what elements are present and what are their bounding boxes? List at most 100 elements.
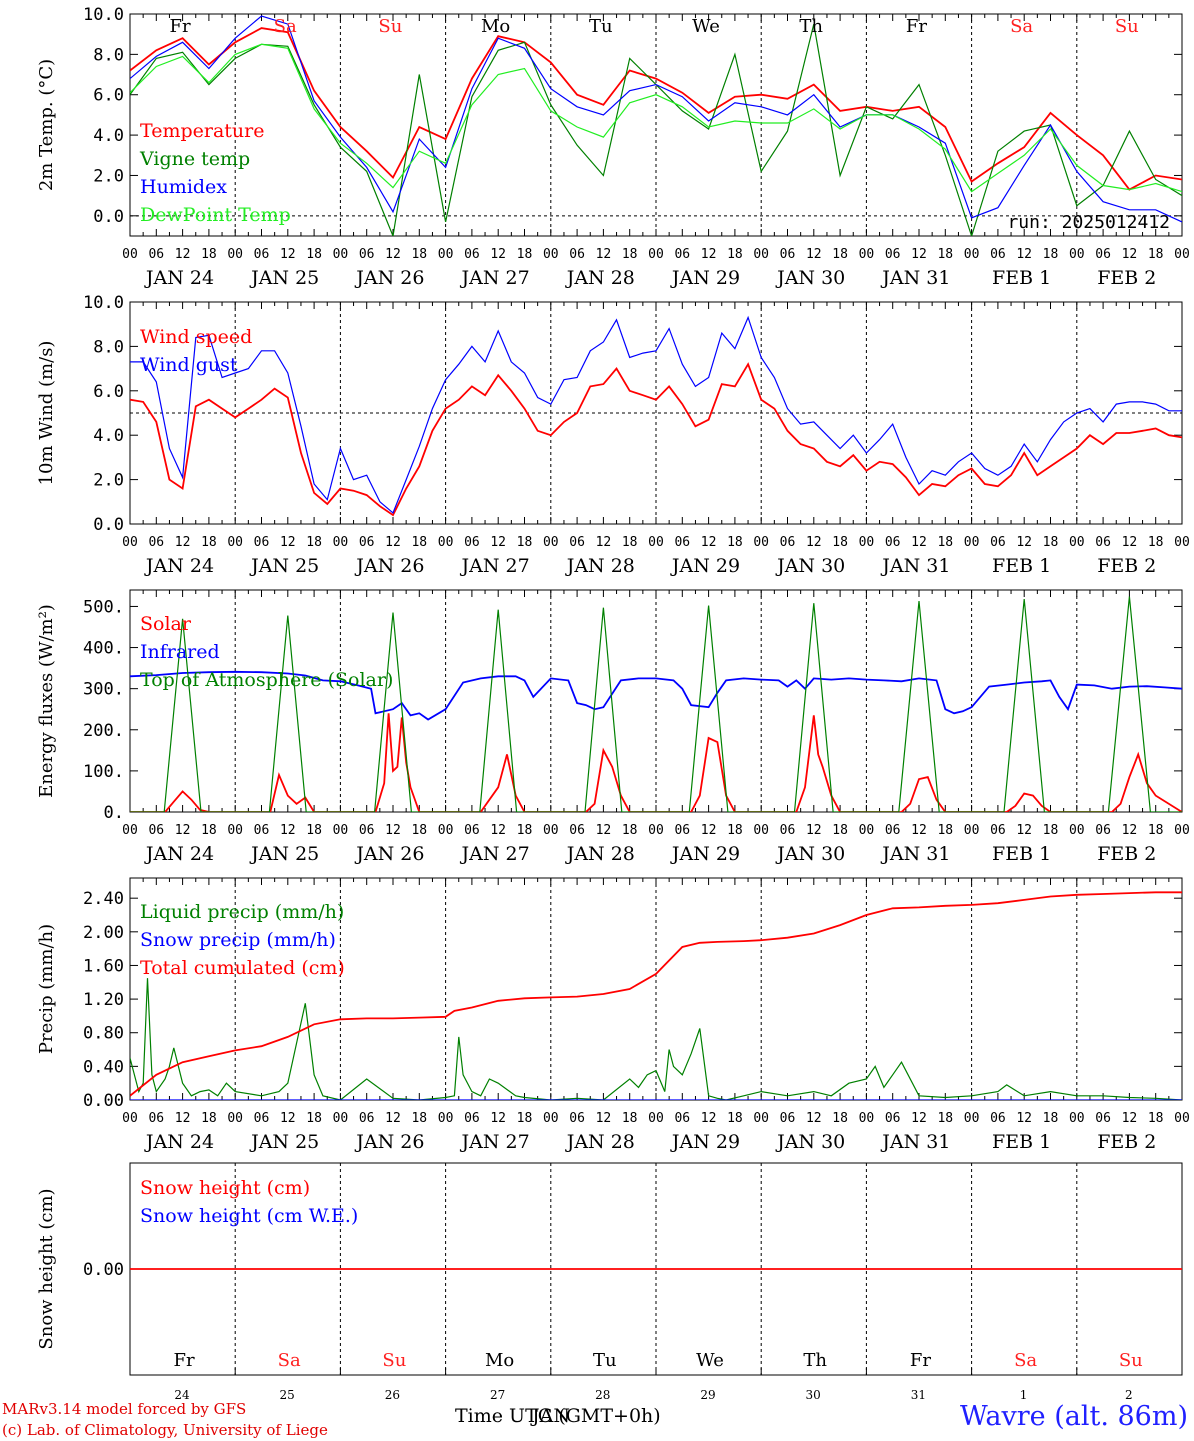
- hour-tick-label: 06: [148, 823, 164, 838]
- hour-tick-label: 12: [175, 823, 191, 838]
- hour-tick-label: 06: [569, 535, 585, 550]
- series-line-wind-gust: [130, 315, 1182, 514]
- series-line-infrared: [130, 670, 1182, 721]
- hour-tick-label: 12: [1122, 823, 1138, 838]
- day-number-label: 30: [806, 1388, 821, 1402]
- hour-tick-label: 00: [859, 1111, 875, 1126]
- date-label: JAN 30: [775, 267, 845, 289]
- series-group: [130, 315, 1182, 517]
- hour-tick-label: 06: [359, 247, 375, 262]
- hour-tick-label: 06: [885, 247, 901, 262]
- hour-tick-label: 00: [1069, 823, 1085, 838]
- hour-tick-label: 00: [543, 823, 559, 838]
- hour-tick-label: 18: [411, 823, 427, 838]
- weekday-label: Tu: [593, 1350, 617, 1371]
- hour-tick-label: 12: [280, 247, 296, 262]
- hour-tick-label: 18: [622, 535, 638, 550]
- y-tick-label: 0.0: [93, 515, 124, 535]
- date-label: JAN 27: [460, 843, 530, 865]
- day-number-label: 26: [385, 1388, 400, 1402]
- hour-tick-label: 18: [727, 247, 743, 262]
- hour-tick-label: 12: [490, 535, 506, 550]
- date-label: JAN 24: [144, 843, 214, 865]
- legend-entry: Liquid precip (mm/h): [140, 901, 344, 923]
- hour-tick-label: 18: [1148, 1111, 1164, 1126]
- hour-tick-label: 00: [753, 535, 769, 550]
- date-label: FEB 2: [1097, 1131, 1156, 1153]
- hour-tick-label: 00: [438, 1111, 454, 1126]
- hour-tick-label: 06: [1095, 247, 1111, 262]
- hour-tick-label: 06: [780, 1111, 796, 1126]
- legend-entry: Humidex: [140, 176, 227, 198]
- hour-tick-label: 00: [227, 823, 243, 838]
- hour-tick-label: 06: [254, 535, 270, 550]
- hour-tick-label: 06: [674, 823, 690, 838]
- date-label: JAN 27: [460, 267, 530, 289]
- date-label: JAN 28: [565, 267, 635, 289]
- day-number-label: 1: [1020, 1388, 1028, 1402]
- panel-1: 0.0 2.0 4.0 6.0 8.0 10.0 2m Temp. (°C) Temperat…: [36, 5, 1190, 289]
- hour-tick-label: 18: [832, 1111, 848, 1126]
- model-credit: MARv3.14 model forced by GFS (c) Lab. of…: [2, 1399, 328, 1441]
- weekday-label: Sa: [1010, 16, 1033, 37]
- y-tick-label: 10.0: [83, 5, 124, 25]
- weekday-label: Th: [799, 16, 823, 37]
- y-tick-label: 0.: [104, 803, 124, 823]
- legend-entry: Snow height (cm W.E.): [140, 1205, 358, 1227]
- hour-tick-label: 00: [227, 535, 243, 550]
- hour-tick-label: 12: [1016, 247, 1032, 262]
- date-label: JAN 29: [670, 555, 740, 577]
- date-label: JAN 30: [775, 1131, 845, 1153]
- hour-tick-label: 00: [1069, 247, 1085, 262]
- legend-entry: Infrared: [140, 641, 220, 663]
- y-tick-label: 1.20: [83, 990, 124, 1010]
- hour-tick-label: 00: [753, 247, 769, 262]
- hour-tick-label: 18: [622, 823, 638, 838]
- hour-tick-label: 00: [859, 823, 875, 838]
- legend-entry: DewPoint Temp: [140, 204, 291, 226]
- hour-tick-label: 06: [254, 1111, 270, 1126]
- run-annotation: run: 2025012412: [1007, 212, 1170, 233]
- hour-tick-label: 18: [517, 247, 533, 262]
- hour-tick-label: 12: [280, 535, 296, 550]
- weekday-label: Fr: [169, 16, 190, 37]
- date-label: JAN 28: [565, 843, 635, 865]
- hour-tick-label: 00: [859, 247, 875, 262]
- weekday-label: Tu: [589, 16, 613, 37]
- hour-tick-label: 06: [254, 247, 270, 262]
- day-number-label: 24: [174, 1388, 190, 1402]
- hour-tick-label: 18: [622, 1111, 638, 1126]
- legend-entry: Vigne temp: [139, 148, 250, 170]
- hour-tick-label: 18: [1148, 247, 1164, 262]
- date-label: JAN 28: [565, 555, 635, 577]
- series-line-total-cumulated-cm-: [130, 891, 1182, 1097]
- station-label: Wavre (alt. 86m): [960, 1401, 1188, 1432]
- hour-tick-label: 12: [806, 535, 822, 550]
- date-label: JAN 26: [354, 555, 424, 577]
- date-label: FEB 1: [992, 267, 1051, 289]
- date-label: JAN 25: [249, 843, 319, 865]
- hour-tick-label: 18: [201, 823, 217, 838]
- y-tick-label: 8.0: [93, 45, 124, 65]
- hour-tick-label: 00: [648, 823, 664, 838]
- hour-tick-label: 00: [438, 823, 454, 838]
- hour-tick-label: 12: [911, 1111, 927, 1126]
- y-tick-label: 6.0: [93, 86, 124, 106]
- hour-tick-label: 06: [569, 247, 585, 262]
- date-label: FEB 2: [1097, 555, 1156, 577]
- hour-tick-label: 00: [333, 1111, 349, 1126]
- y-axis-label: Energy fluxes (W/m²): [36, 604, 57, 798]
- panel-5: 0.00 Snow height (cm) Snow height (cm) Snow…: [36, 1162, 1183, 1402]
- hour-tick-label: 12: [175, 1111, 191, 1126]
- date-label: JAN 27: [460, 1131, 530, 1153]
- hour-tick-label: 00: [964, 1111, 980, 1126]
- series-group: [130, 596, 1182, 812]
- hour-tick-label: 18: [201, 247, 217, 262]
- weekday-label: We: [692, 16, 720, 37]
- hour-tick-label: 12: [596, 823, 612, 838]
- hour-tick-label: 06: [254, 823, 270, 838]
- hour-tick-label: 00: [543, 1111, 559, 1126]
- hour-tick-label: 00: [438, 535, 454, 550]
- hour-tick-label: 12: [701, 1111, 717, 1126]
- hour-tick-label: 06: [990, 823, 1006, 838]
